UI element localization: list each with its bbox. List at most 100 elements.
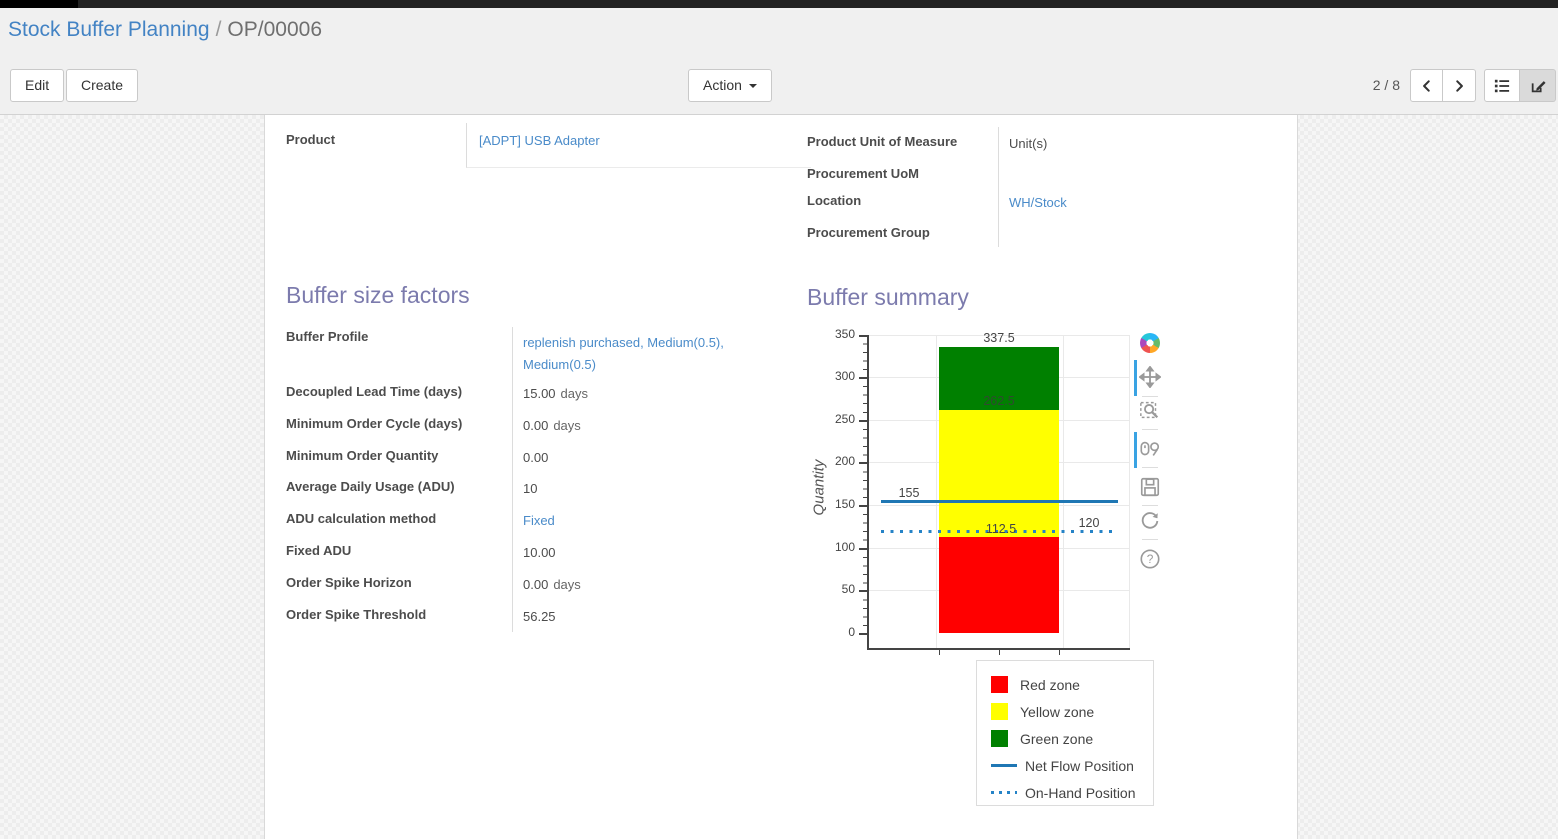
legend-item-red-zone[interactable]: Red zone [991,671,1153,698]
right-group-separator [998,127,999,247]
on-hand-annotation: 120 [1078,516,1100,530]
uom-field-value: Unit(s) [1009,136,1048,151]
order-spike-horizon-unit: days [553,577,581,592]
svg-text:?: ? [1147,552,1154,566]
pager-next-button[interactable] [1443,69,1476,102]
min-order-cycle-label: Minimum Order Cycle (days) [286,416,463,431]
net-flow-position-line [881,500,1118,503]
min-order-cycle-value: 0.00 days [523,418,581,433]
top-nav-active-segment [0,0,78,8]
content-area: Product [ADPT] USB Adapter Product Unit … [0,115,1558,839]
top-nav-bar [0,0,1558,8]
legend-label: Red zone [1020,676,1080,693]
product-field-value-link[interactable]: [ADPT] USB Adapter [479,133,600,148]
y-tick-label: 50 [841,582,855,596]
factors-group-separator [512,327,513,632]
y-tick [859,420,867,422]
product-field-cell: [ADPT] USB Adapter [466,123,811,168]
form-view-button[interactable] [1520,69,1556,102]
edit-button[interactable]: Edit [10,69,65,102]
help-icon[interactable]: ? [1138,547,1162,571]
legend-item-yellow-zone[interactable]: Yellow zone [991,698,1153,725]
on-hand-position-line [881,530,1118,533]
legend-label: Green zone [1020,730,1094,747]
adu-method-value-link[interactable]: Fixed [523,513,555,528]
order-spike-threshold-label: Order Spike Threshold [286,607,427,622]
y-axis-minor-ticks [863,335,867,635]
modebar-active-indicator [1134,432,1137,468]
y-tick-label: 250 [834,412,855,426]
green-top-annotation: 337.5 [983,331,1015,345]
modebar-separator [1142,396,1158,397]
y-tick-label: 300 [834,369,855,383]
buffer-profile-value-link[interactable]: replenish purchased, Medium(0.5), Medium… [523,335,724,372]
dotted-line-swatch [991,791,1017,794]
legend-label: Yellow zone [1020,703,1095,720]
gridline [1063,335,1064,648]
breadcrumb: Stock Buffer Planning / OP/00006 [8,18,322,42]
x-tick [999,650,1000,655]
pager-previous-button[interactable] [1410,69,1443,102]
save-icon[interactable] [1138,475,1162,499]
adu-method-label: ADU calculation method [286,511,437,526]
y-tick-label: 0 [848,625,855,639]
plotly-logo-icon[interactable] [1138,331,1162,355]
min-order-cycle-unit: days [553,418,581,433]
view-switcher [1484,69,1556,102]
min-order-cycle-number: 0.00 [523,418,549,433]
buffer-summary-title: Buffer summary [807,284,969,310]
x-tick [939,650,940,655]
y-tick [859,633,867,635]
decoupled-lead-time-value: 15.00 days [523,386,588,401]
decoupled-lead-time-unit: days [560,386,589,401]
control-panel: Edit Create Action 2 / 8 [0,55,1558,115]
legend-item-green-zone[interactable]: Green zone [991,725,1153,752]
create-button[interactable]: Create [66,69,139,102]
form-view-icon [1531,80,1546,92]
location-field-value-link[interactable]: WH/Stock [1009,195,1067,210]
breadcrumb-current: OP/00006 [227,18,322,41]
pan-icon[interactable] [1138,365,1162,389]
red-top-annotation: 112.5 [985,522,1017,536]
breadcrumb-bar: Stock Buffer Planning / OP/00006 [0,8,1558,55]
order-spike-horizon-label: Order Spike Horizon [286,575,412,590]
breadcrumb-separator: / [215,18,222,41]
red-swatch [991,676,1008,693]
list-view-button[interactable] [1484,69,1520,102]
modebar-separator [1142,467,1158,468]
order-spike-threshold-value: 56.25 [523,609,556,624]
chevron-right-icon [1456,79,1463,92]
order-spike-horizon-number: 0.00 [523,577,549,592]
legend-label: On-Hand Position [1025,784,1136,801]
yellow-swatch [991,703,1008,720]
legend-label: Net Flow Position [1025,757,1134,774]
net-flow-annotation: 155 [898,486,920,500]
pager-counter: 2 / 8 [1372,77,1400,93]
compare-hover-icon[interactable] [1138,437,1162,461]
gridline [868,335,1130,336]
action-dropdown-button[interactable]: Action [688,69,772,102]
modebar-separator [1142,505,1158,506]
box-zoom-icon[interactable] [1138,398,1162,422]
red-zone-bar [939,537,1059,633]
legend-item-net-flow-position[interactable]: Net Flow Position [991,752,1153,779]
order-spike-horizon-value: 0.00 days [523,577,581,592]
y-tick-label: 150 [834,497,855,511]
y-tick-label: 350 [834,327,855,341]
green-swatch [991,730,1008,747]
reset-axes-icon[interactable] [1138,509,1162,533]
modebar-active-indicator [1134,360,1137,396]
buffer-profile-label: Buffer Profile [286,329,369,344]
green-zone-bar [939,347,1059,410]
y-tick [859,335,867,337]
gridline [1129,335,1130,648]
min-order-qty-label: Minimum Order Quantity [286,448,439,463]
legend-item-on-hand-position[interactable]: On-Hand Position [991,779,1153,806]
breadcrumb-section-link[interactable]: Stock Buffer Planning [8,18,210,41]
y-tick [859,377,867,379]
decoupled-lead-time-number: 15.00 [523,386,556,401]
pager-buttons [1410,69,1476,102]
adu-value: 10 [523,481,538,496]
gridline [936,335,937,648]
